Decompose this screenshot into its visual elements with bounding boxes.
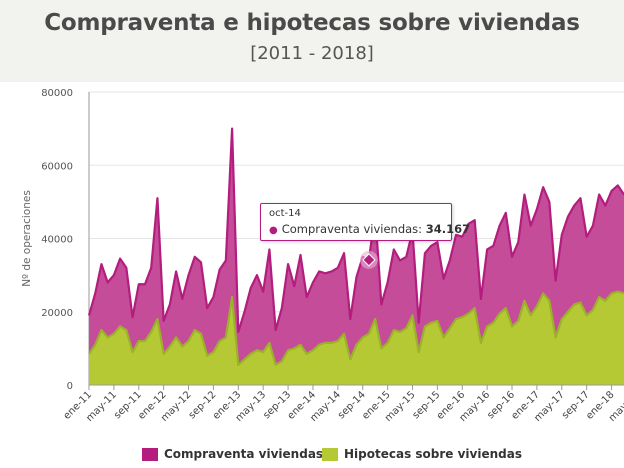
y-axis-label: Nº de operaciones [21, 190, 33, 287]
legend-swatch-compraventa [142, 447, 158, 461]
y-tick-label: 40000 [41, 235, 73, 246]
tooltip-row: ● Compraventa viviendas: 34.167 [269, 222, 470, 236]
tooltip: oct-14 ● Compraventa viviendas: 34.167 [260, 203, 470, 241]
chart-header: Compraventa e hipotecas sobre viviendas … [0, 0, 624, 82]
series-area-0 [89, 128, 624, 385]
tooltip-value: 34.167 [425, 222, 471, 236]
series-area-1 [89, 291, 624, 385]
y-tick-label: 60000 [41, 161, 73, 172]
legend-swatch-hipotecas [322, 447, 338, 461]
series-line-1 [88, 290, 624, 366]
tooltip-series-dot-icon: ● [269, 225, 278, 236]
chart-subtitle: [2011 - 2018] [250, 43, 374, 64]
tooltip-series-label: Compraventa viviendas: [281, 222, 423, 236]
chart-title: Compraventa e hipotecas sobre viviendas [44, 10, 580, 36]
legend-item-hipotecas[interactable]: Hipotecas sobre viviendas [322, 443, 522, 465]
legend-label-hipotecas: Hipotecas sobre viviendas [344, 447, 522, 461]
y-tick-label: 20000 [41, 308, 73, 319]
tooltip-date: oct-14 [269, 208, 301, 219]
y-tick-label: 0 [67, 381, 73, 392]
legend-label-compraventa: Compraventa viviendas [164, 447, 324, 461]
legend-item-compraventa[interactable]: Compraventa viviendas [142, 443, 323, 465]
y-tick-label: 80000 [41, 88, 73, 99]
series-line-0 [87, 127, 624, 333]
highlight-marker [362, 253, 376, 267]
